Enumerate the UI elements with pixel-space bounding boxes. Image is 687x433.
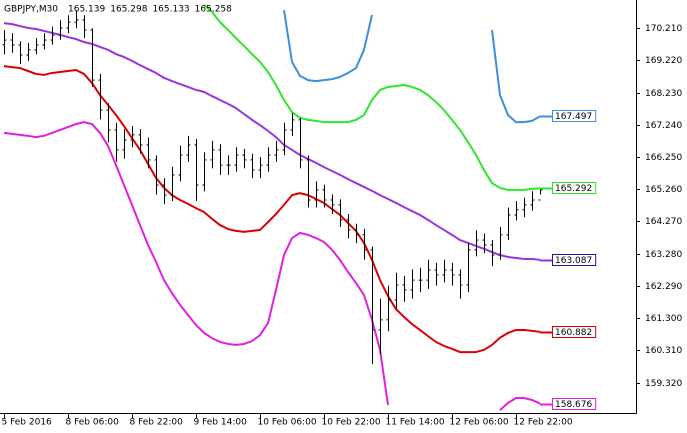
symbol-title: GBPJPY,M30	[4, 5, 58, 15]
x-tick-label: 12 Feb 22:00	[514, 418, 573, 428]
last-value-box	[552, 110, 597, 122]
indicator-line	[3, 22, 541, 261]
x-tick-label: 11 Feb 14:00	[386, 418, 445, 428]
last-value-box	[552, 398, 597, 410]
header-low: 165.133	[152, 5, 189, 15]
x-tick-label: 8 Feb 22:00	[130, 418, 184, 428]
header-open: 165.139	[68, 5, 105, 15]
header-high: 165.298	[110, 5, 147, 15]
last-value-box	[552, 326, 597, 338]
y-tick-label: 162.290	[645, 282, 682, 292]
y-tick-label: 159.320	[645, 379, 682, 389]
y-tick-label: 169.220	[645, 56, 682, 66]
plot-area	[2, 4, 543, 411]
x-tick-label: 12 Feb 06:00	[450, 418, 509, 428]
indicator-line	[3, 65, 541, 354]
x-tick-label: 8 Feb 06:00	[66, 418, 120, 428]
last-value-box	[552, 254, 597, 266]
y-tick-label: 170.210	[645, 24, 682, 34]
x-tick-label: 10 Feb 22:00	[322, 418, 381, 428]
x-tick-label: 9 Feb 14:00	[194, 418, 248, 428]
last-value-label: 158.676	[555, 400, 592, 410]
last-value-box	[552, 182, 597, 194]
last-value-label: 160.882	[555, 328, 592, 338]
indicator-line	[3, 121, 541, 411]
y-tick-label: 164.270	[645, 217, 682, 227]
header-close: 165.258	[195, 5, 232, 15]
indicator-line	[203, 4, 541, 191]
last-value-label: 167.497	[555, 112, 592, 122]
y-tick-label: 161.300	[645, 314, 682, 324]
y-tick-label: 166.250	[645, 153, 682, 163]
last-value-label: 163.087	[555, 256, 592, 266]
last-value-label: 165.292	[555, 184, 592, 194]
header: GBPJPY,M30 165.139 165.298 165.133 165.258	[4, 5, 232, 15]
x-tick-label: 10 Feb 06:00	[258, 418, 317, 428]
y-tick-label: 167.240	[645, 121, 682, 131]
y-tick-label: 163.280	[645, 250, 682, 260]
y-tick-label: 160.310	[645, 346, 682, 356]
x-tick-label: 5 Feb 2016	[2, 418, 53, 428]
indicator-line	[283, 9, 541, 124]
y-tick-label: 168.230	[645, 89, 682, 99]
y-tick-label: 165.260	[645, 185, 682, 195]
